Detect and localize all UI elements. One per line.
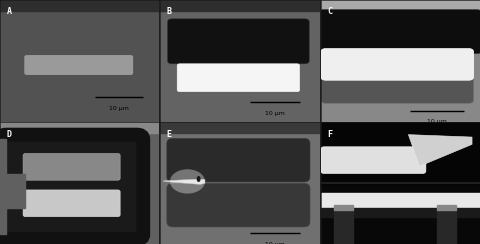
Bar bbox=[321, 208, 480, 217]
Text: D: D bbox=[6, 130, 12, 139]
Ellipse shape bbox=[170, 169, 205, 193]
Bar bbox=[0, 122, 159, 133]
Bar bbox=[437, 205, 456, 210]
Text: 10 μm: 10 μm bbox=[427, 119, 447, 124]
Bar bbox=[0, 173, 25, 208]
FancyBboxPatch shape bbox=[321, 49, 474, 80]
Ellipse shape bbox=[197, 176, 201, 182]
Text: E: E bbox=[167, 130, 172, 139]
FancyBboxPatch shape bbox=[177, 64, 300, 92]
Text: 10 μm: 10 μm bbox=[265, 242, 285, 244]
Bar bbox=[0, 0, 159, 11]
Bar bbox=[334, 205, 353, 210]
FancyBboxPatch shape bbox=[167, 138, 310, 182]
FancyBboxPatch shape bbox=[321, 147, 426, 173]
Bar bbox=[0, 140, 6, 234]
Bar bbox=[160, 0, 320, 11]
FancyBboxPatch shape bbox=[23, 153, 120, 180]
Polygon shape bbox=[408, 135, 472, 166]
Bar bbox=[321, 122, 480, 183]
Bar bbox=[321, 186, 480, 244]
Text: 10 μm: 10 μm bbox=[265, 111, 285, 116]
FancyBboxPatch shape bbox=[316, 10, 480, 53]
Bar bbox=[160, 122, 320, 133]
FancyBboxPatch shape bbox=[167, 183, 310, 227]
Text: A: A bbox=[6, 7, 12, 16]
Text: B: B bbox=[167, 7, 172, 16]
Bar bbox=[321, 193, 480, 208]
FancyBboxPatch shape bbox=[321, 75, 474, 103]
Text: 10 μm: 10 μm bbox=[109, 106, 129, 111]
Text: F: F bbox=[327, 130, 332, 139]
Bar bbox=[334, 208, 353, 244]
FancyBboxPatch shape bbox=[0, 135, 143, 239]
FancyBboxPatch shape bbox=[168, 19, 309, 64]
Polygon shape bbox=[164, 179, 205, 184]
FancyBboxPatch shape bbox=[23, 190, 120, 217]
Text: C: C bbox=[327, 7, 332, 16]
Bar bbox=[321, 0, 480, 11]
FancyBboxPatch shape bbox=[24, 55, 133, 75]
Bar bbox=[437, 208, 456, 244]
